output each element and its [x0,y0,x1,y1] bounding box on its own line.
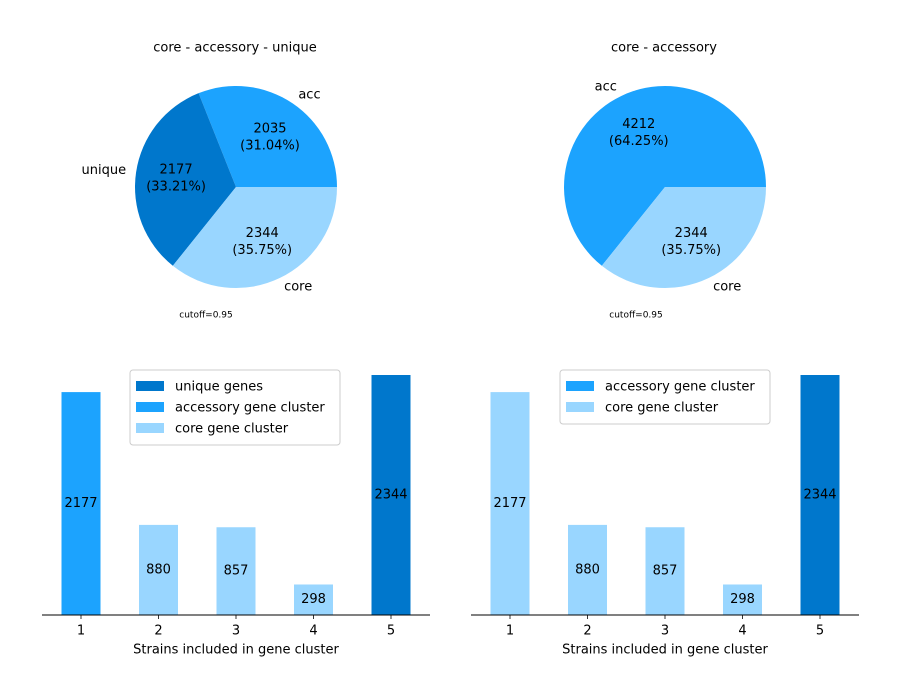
bar-value-label: 2177 [493,496,526,511]
bar-value-label: 857 [224,564,249,579]
cutoff-note: cutoff=0.95 [609,311,662,321]
x-tick-label: 5 [387,624,395,639]
pie-chart-core-accessory: core - accessory 4212 (64.25%) acc 2344 (35.7… [564,41,766,321]
legend-box [129,369,341,446]
bar-3 [216,527,256,615]
slice-category-label: core [713,280,741,295]
x-tick-label: 2 [154,624,162,639]
x-axis-label: Strains included in gene cluster [562,643,768,658]
bar-2 [139,524,178,615]
slice-value-label: 2344 [246,226,279,241]
pie-slice-unique [135,93,236,266]
pie-slice-core [172,187,337,288]
bar-1 [490,392,530,615]
slice-percent-label: (35.75%) [661,243,721,258]
pie-chart-core-accessory-unique: core - accessory - unique 2035 (31.04%) acc… [82,41,337,321]
bar-4 [723,584,762,615]
pie-slice-acc [198,86,337,187]
bar-value-label: 857 [653,564,678,579]
legend-swatch [566,381,594,391]
legend: accessory gene cluster core gene cluster [559,369,771,425]
legend-box [559,369,771,425]
legend-entry-label: accessory gene cluster [605,380,755,395]
x-tick-label: 4 [738,624,746,639]
legend-entry-label: accessory gene cluster [175,401,325,416]
legend-swatch [136,381,164,391]
bar-5 [800,375,840,615]
bar-1 [61,392,101,615]
slice-percent-label: (64.25%) [609,134,669,149]
bar-value-label: 2344 [374,488,407,503]
bar-2 [568,524,607,615]
pie-slice-core [601,187,766,288]
x-tick-label: 5 [816,624,824,639]
cutoff-note: cutoff=0.95 [179,311,232,321]
bar-value-label: 2177 [64,496,97,511]
pie-title: core - accessory [611,41,717,56]
x-tick-label: 1 [506,624,514,639]
slice-value-label: 2177 [160,163,193,178]
pie-title: core - accessory - unique [153,41,316,56]
x-tick-label: 2 [583,624,591,639]
x-tick-label: 4 [309,624,317,639]
bar-4 [294,584,333,615]
bar-value-label: 880 [146,562,171,577]
legend-swatch [566,402,594,412]
slice-category-label: acc [595,79,617,94]
slice-value-label: 2344 [675,226,708,241]
bar-value-label: 880 [575,562,600,577]
bar-value-label: 298 [730,592,755,607]
slice-value-label: 2035 [253,121,286,136]
slice-category-label: core [284,280,312,295]
legend: unique genes accessory gene cluster core g… [129,369,341,446]
bar-chart-left: 2177 1 880 2 857 3 298 4 2344 5 Strains included i… [42,369,430,658]
bar-value-label: 298 [301,592,326,607]
slice-value-label: 4212 [622,117,655,132]
slice-category-label: acc [298,88,320,103]
x-tick-label: 1 [77,624,85,639]
pie-slice-acc [564,86,766,266]
legend-entry-label: unique genes [175,380,263,395]
legend-swatch [136,402,164,412]
x-tick-label: 3 [661,624,669,639]
legend-entry-label: core gene cluster [175,422,289,437]
bar-3 [645,527,685,615]
bar-chart-right: 2177 1 880 2 857 3 298 4 2344 5 Strains included i… [471,369,859,658]
slice-percent-label: (35.75%) [232,243,292,258]
legend-swatch [136,423,164,433]
slice-percent-label: (31.04%) [240,138,300,153]
bar-value-label: 2344 [803,488,836,503]
slice-percent-label: (33.21%) [146,180,206,195]
legend-entry-label: core gene cluster [605,401,719,416]
x-tick-label: 3 [232,624,240,639]
x-axis-label: Strains included in gene cluster [133,643,339,658]
slice-category-label: unique [82,163,127,178]
bar-5 [371,375,411,615]
